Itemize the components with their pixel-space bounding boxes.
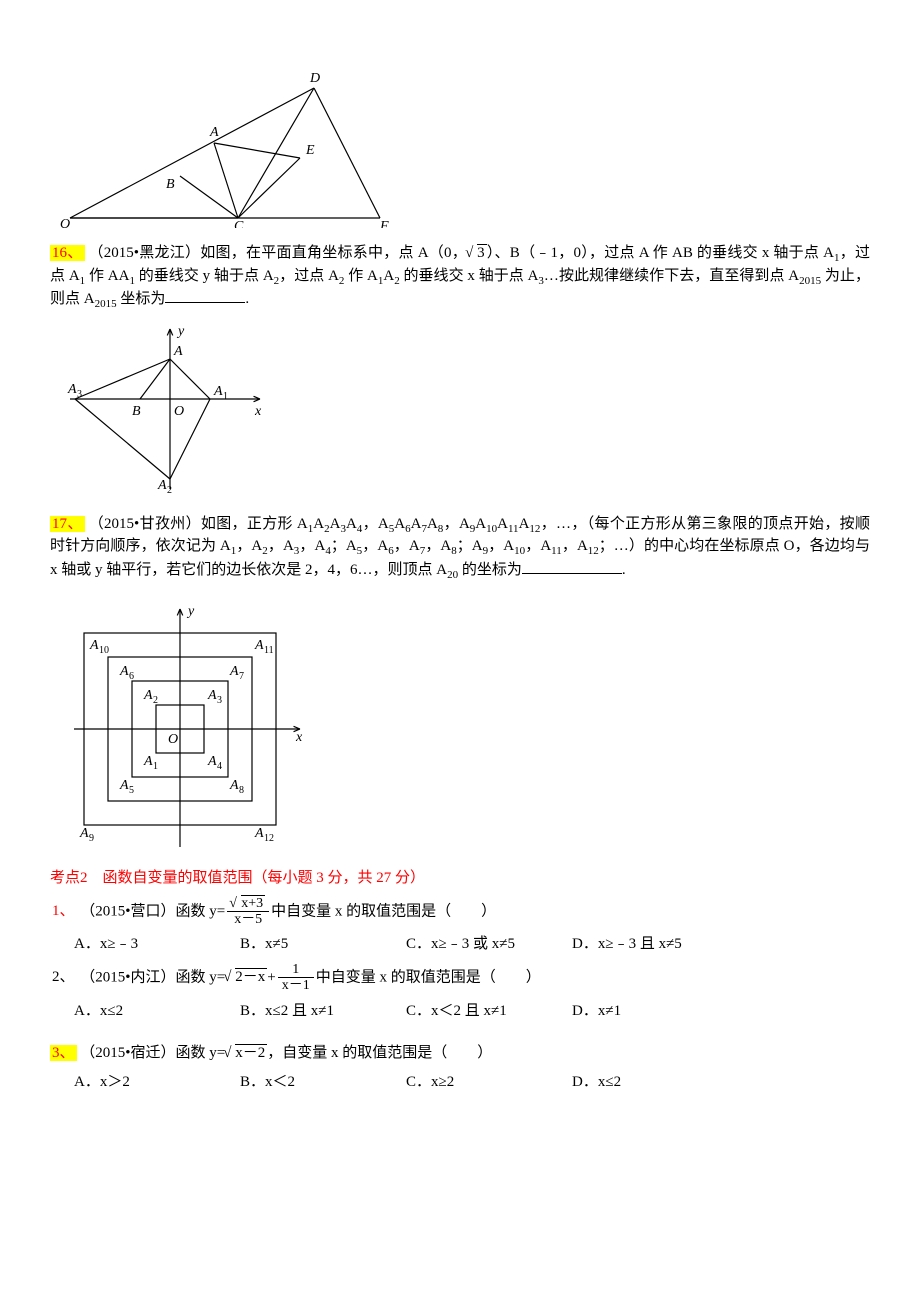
s2-q1-choice-d: D．x≥﹣3 且 x≠5 bbox=[572, 933, 732, 956]
svg-text:4: 4 bbox=[217, 761, 222, 772]
svg-text:y: y bbox=[186, 604, 195, 619]
s2-q3-choice-c: C．x≥2 bbox=[406, 1071, 566, 1094]
answer-blank-17 bbox=[522, 558, 622, 574]
s2-q2-choice-a: A．x≤2 bbox=[74, 1000, 234, 1023]
svg-text:x: x bbox=[295, 730, 303, 745]
s2-question-3: 3、 （2015•宿迁）函数 y=x－2，自变量 x 的取值范围是（ ） bbox=[50, 1042, 870, 1065]
svg-text:D: D bbox=[309, 71, 320, 86]
sqrt-s2q2: 2－x bbox=[225, 966, 267, 989]
svg-text:3: 3 bbox=[217, 695, 222, 706]
svg-text:A: A bbox=[143, 754, 153, 769]
s2-question-1: 1、 （2015•营口）函数 y=x+3x－5中自变量 x 的取值范围是（ ） bbox=[50, 896, 870, 928]
svg-text:A: A bbox=[254, 826, 264, 841]
s2-q2-choice-b: B．x≤2 且 x≠1 bbox=[240, 1000, 400, 1023]
svg-text:12: 12 bbox=[264, 833, 274, 844]
question-number-17: 17、 bbox=[50, 516, 85, 532]
s2-q1-choice-c: C．x≥﹣3 或 x≠5 bbox=[406, 933, 566, 956]
svg-text:11: 11 bbox=[264, 645, 274, 656]
figure-triangle-obdf: O B A C D E F bbox=[50, 68, 870, 228]
fraction-s2q1: x+3x－5 bbox=[227, 896, 269, 928]
svg-text:1: 1 bbox=[223, 391, 228, 402]
sqrt-s2q3: x－2 bbox=[225, 1042, 267, 1065]
svg-text:A: A bbox=[207, 688, 217, 703]
svg-text:1: 1 bbox=[153, 761, 158, 772]
s2-q3-choice-a: A．x＞2 bbox=[74, 1071, 234, 1094]
q16-text-b: ）、B（﹣1，0），过点 A 作 AB 的垂线交 x 轴于点 A bbox=[487, 245, 834, 261]
svg-text:5: 5 bbox=[129, 785, 134, 796]
svg-text:9: 9 bbox=[89, 833, 94, 844]
s2-q3-choices: A．x＞2 B．x＜2 C．x≥2 D．x≤2 bbox=[74, 1069, 870, 1096]
svg-text:E: E bbox=[305, 143, 315, 158]
s2-q2-choice-d: D．x≠1 bbox=[572, 1000, 732, 1023]
svg-text:A: A bbox=[119, 664, 129, 679]
svg-text:A: A bbox=[79, 826, 89, 841]
s2-q2-number: 2、 bbox=[50, 969, 77, 985]
question-17: 17、 （2015•甘孜州）如图，正方形 A1A2A3A4，A5A6A7A8，A… bbox=[50, 513, 870, 582]
svg-text:A: A bbox=[119, 778, 129, 793]
q16-text-a: （2015•黑龙江）如图，在平面直角坐标系中，点 A（0， bbox=[89, 245, 468, 261]
svg-text:A: A bbox=[207, 754, 217, 769]
s2-q3-choice-b: B．x＜2 bbox=[240, 1071, 400, 1094]
svg-text:A: A bbox=[213, 384, 223, 399]
svg-text:A: A bbox=[143, 688, 153, 703]
answer-blank-16 bbox=[165, 287, 245, 303]
question-number-16: 16、 bbox=[50, 245, 85, 261]
svg-text:O: O bbox=[174, 404, 184, 419]
svg-text:A: A bbox=[89, 638, 99, 653]
s2-q3-choice-d: D．x≤2 bbox=[572, 1071, 732, 1094]
svg-text:A: A bbox=[67, 382, 77, 397]
svg-text:A: A bbox=[254, 638, 264, 653]
s2-q3-number: 3、 bbox=[50, 1045, 77, 1061]
svg-text:O: O bbox=[60, 217, 70, 228]
sqrt-3: 3 bbox=[467, 242, 487, 265]
s2-q1-number: 1、 bbox=[50, 903, 77, 919]
fraction-s2q2: 1x－1 bbox=[278, 962, 314, 994]
figure-nested-squares: yxOA1A2A3A4A5A6A7A8A9A10A11A12 bbox=[50, 589, 870, 849]
svg-text:B: B bbox=[166, 177, 175, 192]
svg-text:2: 2 bbox=[167, 485, 172, 496]
svg-text:A: A bbox=[157, 478, 167, 493]
svg-text:3: 3 bbox=[77, 389, 82, 400]
svg-text:2: 2 bbox=[153, 695, 158, 706]
section-2-title: 考点2 函数自变量的取值范围（每小题 3 分，共 27 分） bbox=[50, 867, 870, 890]
svg-text:x: x bbox=[254, 404, 262, 419]
svg-text:A: A bbox=[229, 664, 239, 679]
svg-text:A: A bbox=[229, 778, 239, 793]
s2-q2-choices: A．x≤2 B．x≤2 且 x≠1 C．x＜2 且 x≠1 D．x≠1 bbox=[74, 998, 870, 1025]
question-16: 16、 （2015•黑龙江）如图，在平面直角坐标系中，点 A（0，3）、B（﹣1… bbox=[50, 242, 870, 311]
svg-text:C: C bbox=[234, 219, 244, 228]
svg-text:A: A bbox=[209, 125, 219, 140]
svg-text:O: O bbox=[168, 732, 178, 747]
svg-text:6: 6 bbox=[129, 671, 134, 682]
s2-question-2: 2、 （2015•内江）函数 y=2－x+1x－1中自变量 x 的取值范围是（ … bbox=[50, 962, 870, 994]
figure-axes-perp: yxOABA1A2A3 bbox=[50, 319, 870, 499]
svg-text:A: A bbox=[173, 344, 183, 359]
svg-text:F: F bbox=[379, 219, 389, 228]
svg-text:7: 7 bbox=[239, 671, 244, 682]
svg-text:y: y bbox=[176, 324, 185, 339]
s2-q1-choice-a: A．x≥﹣3 bbox=[74, 933, 234, 956]
svg-text:10: 10 bbox=[99, 645, 109, 656]
svg-text:8: 8 bbox=[239, 785, 244, 796]
svg-text:B: B bbox=[132, 404, 141, 419]
s2-q1-choice-b: B．x≠5 bbox=[240, 933, 400, 956]
s2-q2-choice-c: C．x＜2 且 x≠1 bbox=[406, 1000, 566, 1023]
s2-q1-choices: A．x≥﹣3 B．x≠5 C．x≥﹣3 或 x≠5 D．x≥﹣3 且 x≠5 bbox=[74, 931, 870, 958]
